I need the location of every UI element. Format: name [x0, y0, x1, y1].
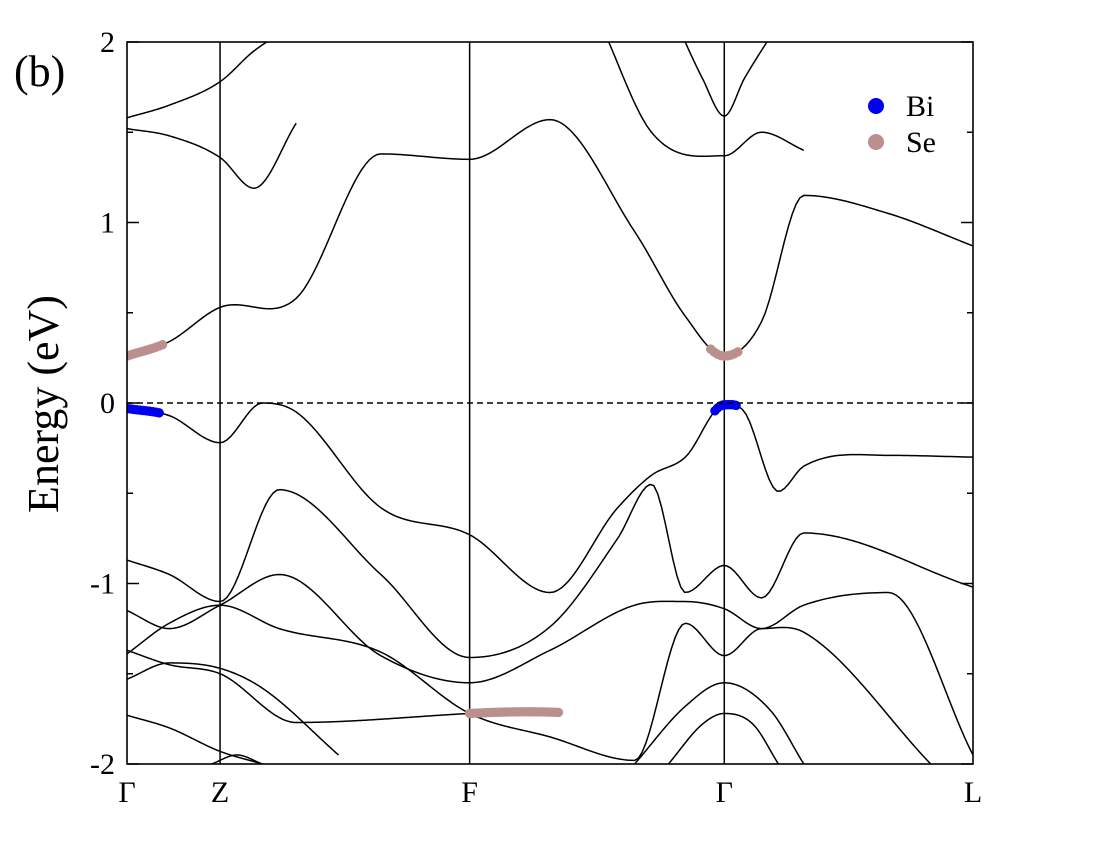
- band-line: [127, 649, 470, 724]
- band-line: [127, 122, 297, 189]
- projection-marker-se: [553, 707, 564, 718]
- legend-label-se: Se: [906, 126, 936, 159]
- band-line: [607, 42, 805, 158]
- projection-marker-se: [157, 339, 168, 350]
- band-line: [127, 714, 263, 764]
- x-tick-label: L: [964, 776, 982, 809]
- band-line: [667, 712, 780, 764]
- projection-markers-layer: [127, 339, 743, 719]
- projection-marker-bi: [154, 408, 164, 418]
- band-line: [127, 483, 973, 659]
- x-tick-label: Z: [211, 776, 229, 809]
- band-line: [211, 754, 263, 764]
- legend-marker-se: [868, 134, 884, 150]
- x-tick-label: F: [461, 776, 478, 809]
- legend-marker-bi: [868, 98, 884, 114]
- band-line: [127, 402, 973, 594]
- y-axis-title: Energy (eV): [19, 295, 68, 513]
- bands-layer: [127, 42, 973, 764]
- y-tick-label: -1: [90, 568, 115, 601]
- x-tick-label: Γ: [716, 776, 733, 809]
- band-line: [127, 662, 339, 756]
- panel-label: (b): [14, 47, 65, 96]
- x-tick-label: Γ: [118, 776, 135, 809]
- y-tick-label: 2: [100, 26, 115, 59]
- band-line: [127, 573, 973, 756]
- projection-marker-se: [733, 347, 743, 357]
- band-line: [634, 682, 805, 764]
- band-line: [127, 42, 269, 119]
- band-line: [127, 604, 932, 764]
- band-line: [684, 42, 768, 117]
- y-tick-label: 0: [100, 387, 115, 420]
- band-line: [127, 118, 973, 357]
- y-tick-label: -2: [90, 748, 115, 781]
- y-ticks: -2 -1 0 1 2: [90, 26, 973, 781]
- legend-label-bi: Bi: [906, 90, 934, 123]
- y-tick-label: 1: [100, 207, 115, 240]
